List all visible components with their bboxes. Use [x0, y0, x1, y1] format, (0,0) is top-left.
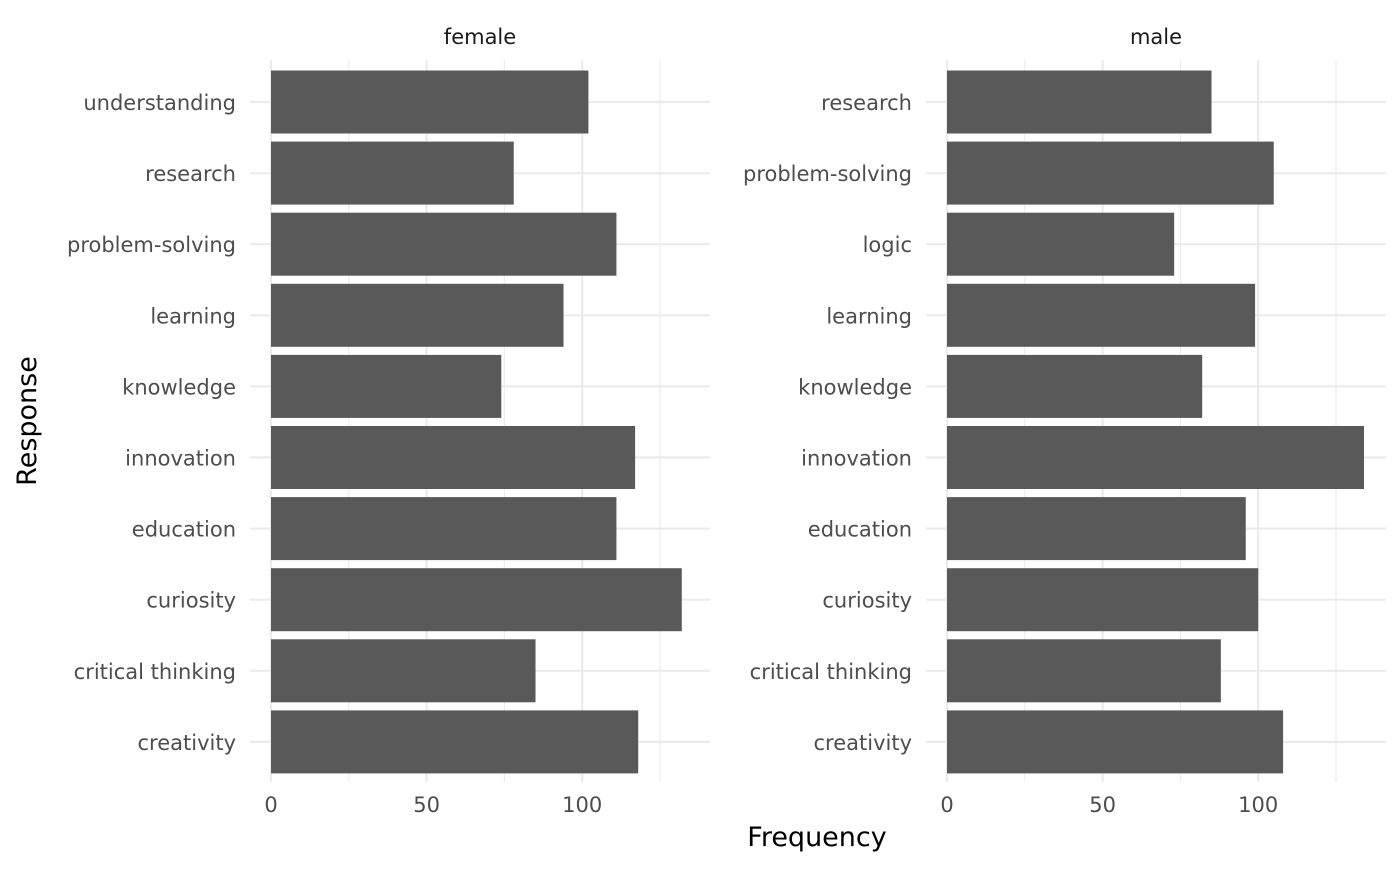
x-tick-label: 0	[940, 793, 953, 817]
bar-male-critical-thinking	[947, 639, 1221, 703]
y-tick-label: innovation	[801, 447, 912, 471]
bar-male-research	[947, 70, 1212, 134]
y-tick-label: learning	[826, 304, 912, 328]
bar-male-learning	[947, 283, 1256, 347]
y-tick-label: education	[808, 518, 912, 542]
x-tick-label: 100	[1238, 793, 1278, 817]
bar-male-creativity	[947, 710, 1284, 774]
y-tick-label: research	[145, 162, 236, 186]
bar-female-creativity	[271, 710, 639, 774]
facet-strip-label: female	[444, 25, 516, 49]
y-tick-label: research	[821, 91, 912, 115]
y-tick-label: critical thinking	[750, 660, 912, 684]
x-tick-label: 50	[413, 793, 440, 817]
y-tick-label: knowledge	[122, 375, 236, 399]
y-tick-label: education	[132, 518, 236, 542]
y-tick-label: logic	[863, 233, 912, 257]
y-tick-label: learning	[150, 304, 236, 328]
x-tick-label: 50	[1089, 793, 1116, 817]
y-tick-label: creativity	[138, 731, 237, 755]
bar-female-problem-solving	[271, 212, 617, 276]
bar-male-education	[947, 497, 1246, 561]
y-tick-label: creativity	[814, 731, 913, 755]
bar-female-education	[271, 497, 617, 561]
bar-male-innovation	[947, 426, 1364, 489]
bar-female-curiosity	[271, 568, 682, 632]
y-tick-label: problem-solving	[743, 162, 912, 186]
bar-male-logic	[947, 212, 1175, 276]
bar-female-knowledge	[271, 354, 502, 418]
bar-female-critical-thinking	[271, 639, 536, 703]
y-tick-label: curiosity	[822, 589, 912, 613]
x-tick-label: 100	[562, 793, 602, 817]
bar-female-research	[271, 141, 514, 205]
facet-strip-label: male	[1130, 25, 1182, 49]
y-tick-label: critical thinking	[74, 660, 236, 684]
bar-female-innovation	[271, 426, 636, 489]
bar-female-understanding	[271, 70, 589, 134]
y-tick-label: curiosity	[146, 589, 236, 613]
x-tick-label: 0	[264, 793, 277, 817]
bar-male-problem-solving	[947, 141, 1274, 205]
y-tick-label: understanding	[83, 91, 236, 115]
y-axis-title: Response	[12, 356, 43, 486]
bar-male-knowledge	[947, 354, 1203, 418]
y-tick-label: innovation	[125, 447, 236, 471]
y-tick-label: knowledge	[798, 375, 912, 399]
x-axis-title: Frequency	[747, 822, 887, 853]
y-tick-label: problem-solving	[67, 233, 236, 257]
bar-female-learning	[271, 283, 564, 347]
bar-male-curiosity	[947, 568, 1259, 632]
